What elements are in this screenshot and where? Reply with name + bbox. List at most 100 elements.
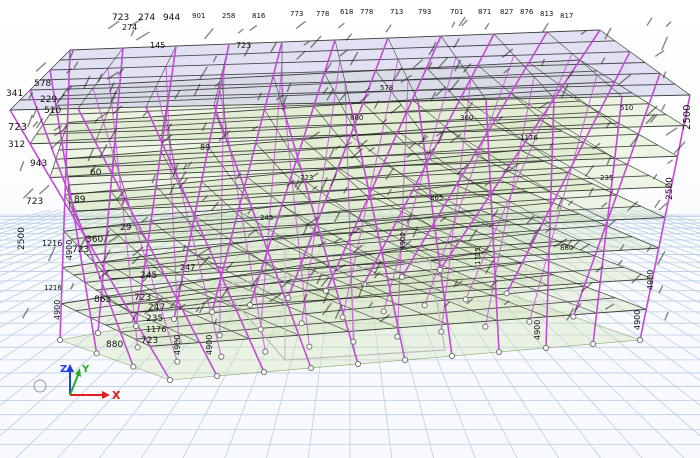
support-nodes xyxy=(56,266,644,384)
column-line xyxy=(401,31,548,278)
support-node-icon xyxy=(130,363,137,370)
member-label: 723 xyxy=(236,41,251,50)
column-line xyxy=(505,51,631,294)
section-label-mark xyxy=(661,36,668,51)
support-node-icon xyxy=(170,315,178,323)
column-line xyxy=(424,55,515,306)
grid-line-vertical xyxy=(224,209,321,458)
section-label-mark xyxy=(373,271,381,279)
column-line xyxy=(639,94,691,341)
section-label-mark xyxy=(32,106,39,119)
grid-line-vertical xyxy=(0,209,231,361)
top-label: 713 xyxy=(390,8,403,16)
beam-line xyxy=(49,92,632,116)
section-label-mark xyxy=(131,311,139,322)
section-label-mark xyxy=(38,184,50,195)
section-label-mark xyxy=(609,189,614,196)
section-label-mark xyxy=(352,244,363,254)
section-label-mark xyxy=(544,227,552,234)
beam-line xyxy=(71,190,527,240)
section-label-mark xyxy=(497,115,503,122)
section-label-mark xyxy=(309,131,320,139)
section-label-mark xyxy=(454,59,462,72)
top-label: 817 xyxy=(560,12,573,20)
member-label: 860 xyxy=(350,114,363,122)
beam-line xyxy=(66,130,562,168)
support-node-icon xyxy=(394,333,401,340)
section-label-mark xyxy=(53,125,63,132)
section-label-mark xyxy=(121,197,126,205)
support-node-icon xyxy=(298,320,305,327)
section-label-mark xyxy=(606,155,612,165)
column-line xyxy=(249,39,336,306)
beam-line xyxy=(52,144,658,169)
member-labels: 723 274 944 901 258 816 773 778 618 778 … xyxy=(6,8,693,355)
support-node-icon xyxy=(526,318,533,325)
grid-line-vertical xyxy=(0,209,151,270)
support-node-icon xyxy=(398,273,406,281)
section-label-mark xyxy=(363,87,371,93)
support-node-icon xyxy=(589,340,597,348)
column-line xyxy=(92,88,178,362)
column-tag: 2500 xyxy=(665,177,675,200)
section-label-mark xyxy=(343,186,348,194)
section-label-mark xyxy=(201,297,213,305)
column-line xyxy=(363,33,495,285)
section-label-mark xyxy=(430,91,437,102)
section-label-mark xyxy=(295,20,307,30)
section-label-mark xyxy=(296,178,304,191)
column-line xyxy=(9,109,171,381)
section-label-mark xyxy=(618,73,632,85)
member-label: 247 xyxy=(180,263,195,272)
section-label-mark xyxy=(673,141,686,154)
beam-line xyxy=(86,213,580,256)
section-label-mark xyxy=(28,92,34,99)
support-node-icon xyxy=(462,296,469,303)
section-label-mark xyxy=(204,27,214,40)
column-line xyxy=(218,84,266,352)
column-line xyxy=(29,89,135,367)
section-label-mark xyxy=(309,267,317,277)
beam-line xyxy=(58,122,619,151)
section-label-mark xyxy=(393,67,403,81)
section-label-mark xyxy=(27,114,33,128)
section-label-mark xyxy=(502,166,510,174)
section-label-mark xyxy=(337,22,345,29)
section-label-mark xyxy=(142,272,152,283)
grid-line-vertical xyxy=(0,209,251,406)
section-label-mark xyxy=(186,161,193,168)
section-label-mark xyxy=(450,133,462,143)
section-label-mark xyxy=(406,213,413,224)
section-label-mark xyxy=(390,104,402,115)
section-label-mark xyxy=(658,202,668,211)
grid-line-vertical xyxy=(429,209,685,458)
grid-line-vertical xyxy=(0,209,241,381)
section-label-mark xyxy=(214,81,220,88)
section-label-mark xyxy=(143,308,152,315)
section-label-mark xyxy=(90,164,97,175)
section-label-mark xyxy=(526,215,535,225)
ground-grid xyxy=(0,209,700,458)
section-label-mark xyxy=(53,129,64,137)
top-label: 258 xyxy=(222,12,235,20)
section-label-mark xyxy=(458,16,466,27)
section-label-mark xyxy=(22,188,34,199)
section-label-mark xyxy=(275,94,285,101)
section-label-mark xyxy=(654,49,665,58)
section-label-mark xyxy=(107,20,120,30)
support-node-icon xyxy=(307,364,315,372)
section-label-mark xyxy=(73,61,79,69)
section-label-mark xyxy=(210,201,220,212)
column-tag: 4900 xyxy=(53,300,62,320)
section-label-mark xyxy=(237,28,244,34)
beam-line xyxy=(69,175,650,203)
section-label-mark xyxy=(132,246,144,257)
section-label-mark xyxy=(281,277,293,288)
section-label-mark xyxy=(47,246,56,262)
section-label-mark xyxy=(579,243,591,251)
section-label-mark xyxy=(110,90,117,103)
support-node-icon xyxy=(213,372,221,380)
section-label-mark xyxy=(317,240,327,248)
